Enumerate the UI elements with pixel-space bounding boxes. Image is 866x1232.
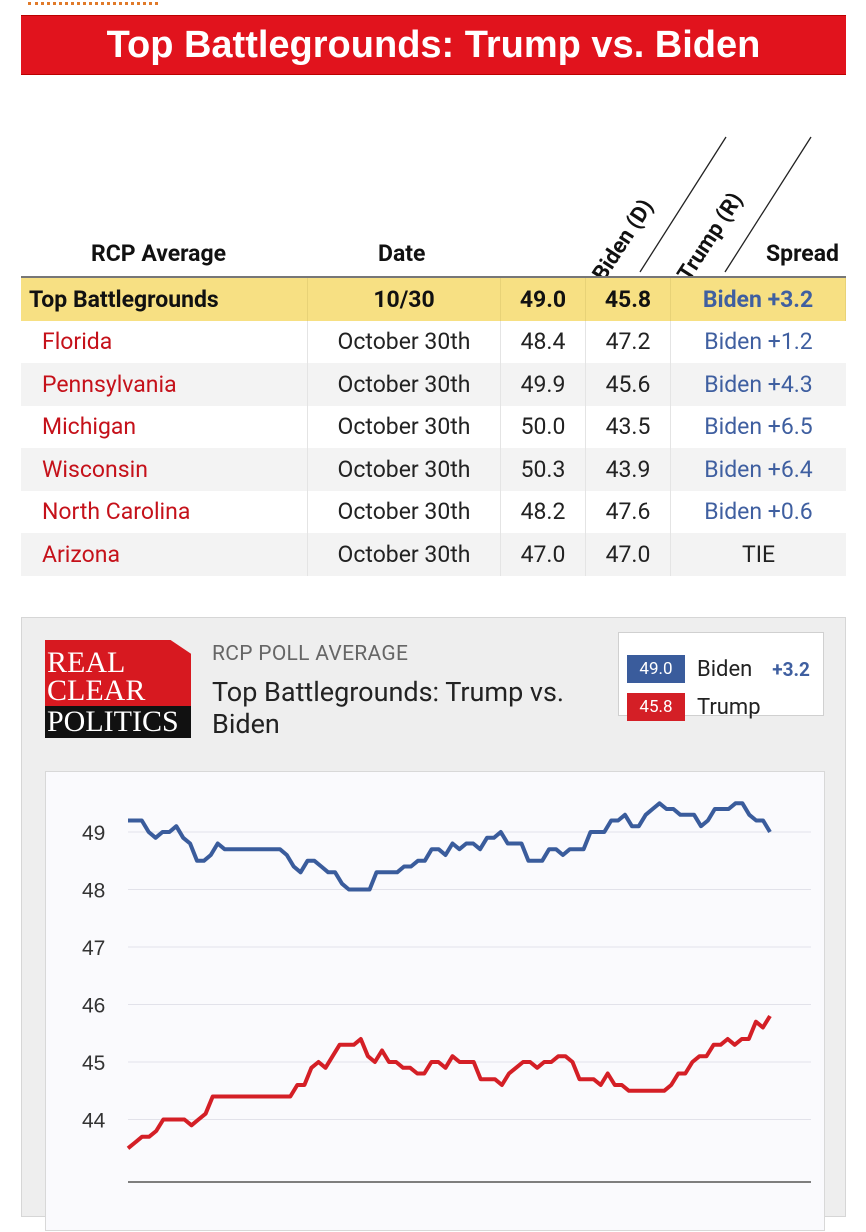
row-spread: Biden +4.3 [704,370,813,398]
row-date: October 30th [308,448,501,491]
legend-item-trump[interactable]: 45.8 Trump [627,693,761,721]
row-trump: 43.9 [586,448,671,491]
table-row: Wisconsin October 30th 50.3 43.9 Biden +… [21,448,846,491]
legend-biden-value: 49.0 [627,655,685,683]
table-row: North Carolina October 30th 48.2 47.6 Bi… [21,490,846,533]
row-date: October 30th [308,533,501,576]
row-spread: Biden +1.2 [704,328,813,356]
state-link[interactable]: Wisconsin [21,448,308,491]
line-chart-svg: 44 45 46 47 48 49 [82,801,811,1183]
header-diagonal-lines [639,136,812,273]
series-line-trump[interactable] [126,1014,772,1150]
polls-table: Top Battlegrounds 10/30 49.0 45.8 Biden … [21,276,846,576]
logo-line-2: CLEAR [47,674,146,707]
poll-average-widget: REAL CLEAR POLITICS RCP POLL AVERAGE Top… [21,617,846,1231]
table-row-summary[interactable]: Top Battlegrounds 10/30 49.0 45.8 Biden … [21,276,846,321]
y-tick-label-46: 46 [82,995,105,1018]
row-biden: 48.2 [501,490,586,533]
header-rcp-average[interactable]: RCP Average [91,240,227,267]
summary-date: 10/30 [308,278,501,321]
chart-legend: 49.0 Biden +3.2 45.8 Trump [618,632,824,721]
state-link[interactable]: Pennsylvania [21,363,308,406]
row-trump: 47.6 [586,490,671,533]
state-link[interactable]: Arizona [21,533,308,576]
state-link[interactable]: North Carolina [21,490,308,533]
chart-title: Top Battlegrounds: Trump vs. Biden [212,676,565,740]
top-edge-decoration [0,0,866,6]
table-row: Florida October 30th 48.4 47.2 Biden +1.… [21,320,846,363]
row-biden: 48.4 [501,320,586,363]
legend-trump-value: 45.8 [627,693,685,721]
row-trump: 43.5 [586,405,671,448]
row-trump: 47.0 [586,533,671,576]
y-tick-label-45: 45 [82,1052,105,1075]
summary-spread: Biden +3.2 [671,278,846,321]
header-date[interactable]: Date [378,240,426,267]
row-date: October 30th [308,405,501,448]
row-trump: 45.6 [586,363,671,406]
series-line-biden[interactable] [128,801,772,892]
row-biden: 49.9 [501,363,586,406]
y-tick-label-48: 48 [82,880,105,903]
y-tick-label-49: 49 [82,822,105,845]
row-date: October 30th [308,320,501,363]
summary-trump: 45.8 [586,278,671,321]
row-biden: 50.3 [501,448,586,491]
page-title-banner: Top Battlegrounds: Trump vs. Biden [21,15,846,75]
chart-subtitle: RCP POLL AVERAGE [212,642,409,666]
table-row: Michigan October 30th 50.0 43.5 Biden +6… [21,405,846,448]
row-date: October 30th [308,490,501,533]
summary-name: Top Battlegrounds [21,278,308,321]
header-spread[interactable]: Spread [766,240,839,267]
y-tick-label-47: 47 [82,937,105,960]
summary-biden: 49.0 [501,278,586,321]
row-spread: Biden +6.4 [704,455,813,483]
state-link[interactable]: Florida [21,320,308,363]
line-chart-area[interactable]: 44 45 46 47 48 49 [45,771,825,1231]
row-biden: 47.0 [501,533,586,576]
legend-item-biden[interactable]: 49.0 Biden +3.2 [627,655,810,683]
legend-biden-name: Biden [697,656,753,682]
legend-biden-spread: +3.2 [772,657,810,681]
row-spread: Biden +6.5 [704,413,813,441]
row-spread: Biden +0.6 [704,498,813,526]
state-link[interactable]: Michigan [21,405,308,448]
legend-trump-name: Trump [697,694,761,720]
table-row: Arizona October 30th 47.0 47.0 TIE [21,533,846,576]
table-row: Pennsylvania October 30th 49.9 45.6 Bide… [21,363,846,406]
realclearpolitics-logo[interactable]: REAL CLEAR POLITICS [45,640,191,738]
logo-line-3: POLITICS [45,706,191,738]
logo-line-1: REAL [47,646,126,679]
y-tick-label-44: 44 [82,1110,106,1133]
row-biden: 50.0 [501,405,586,448]
row-spread: TIE [741,540,776,568]
row-trump: 47.2 [586,320,671,363]
row-date: October 30th [308,363,501,406]
